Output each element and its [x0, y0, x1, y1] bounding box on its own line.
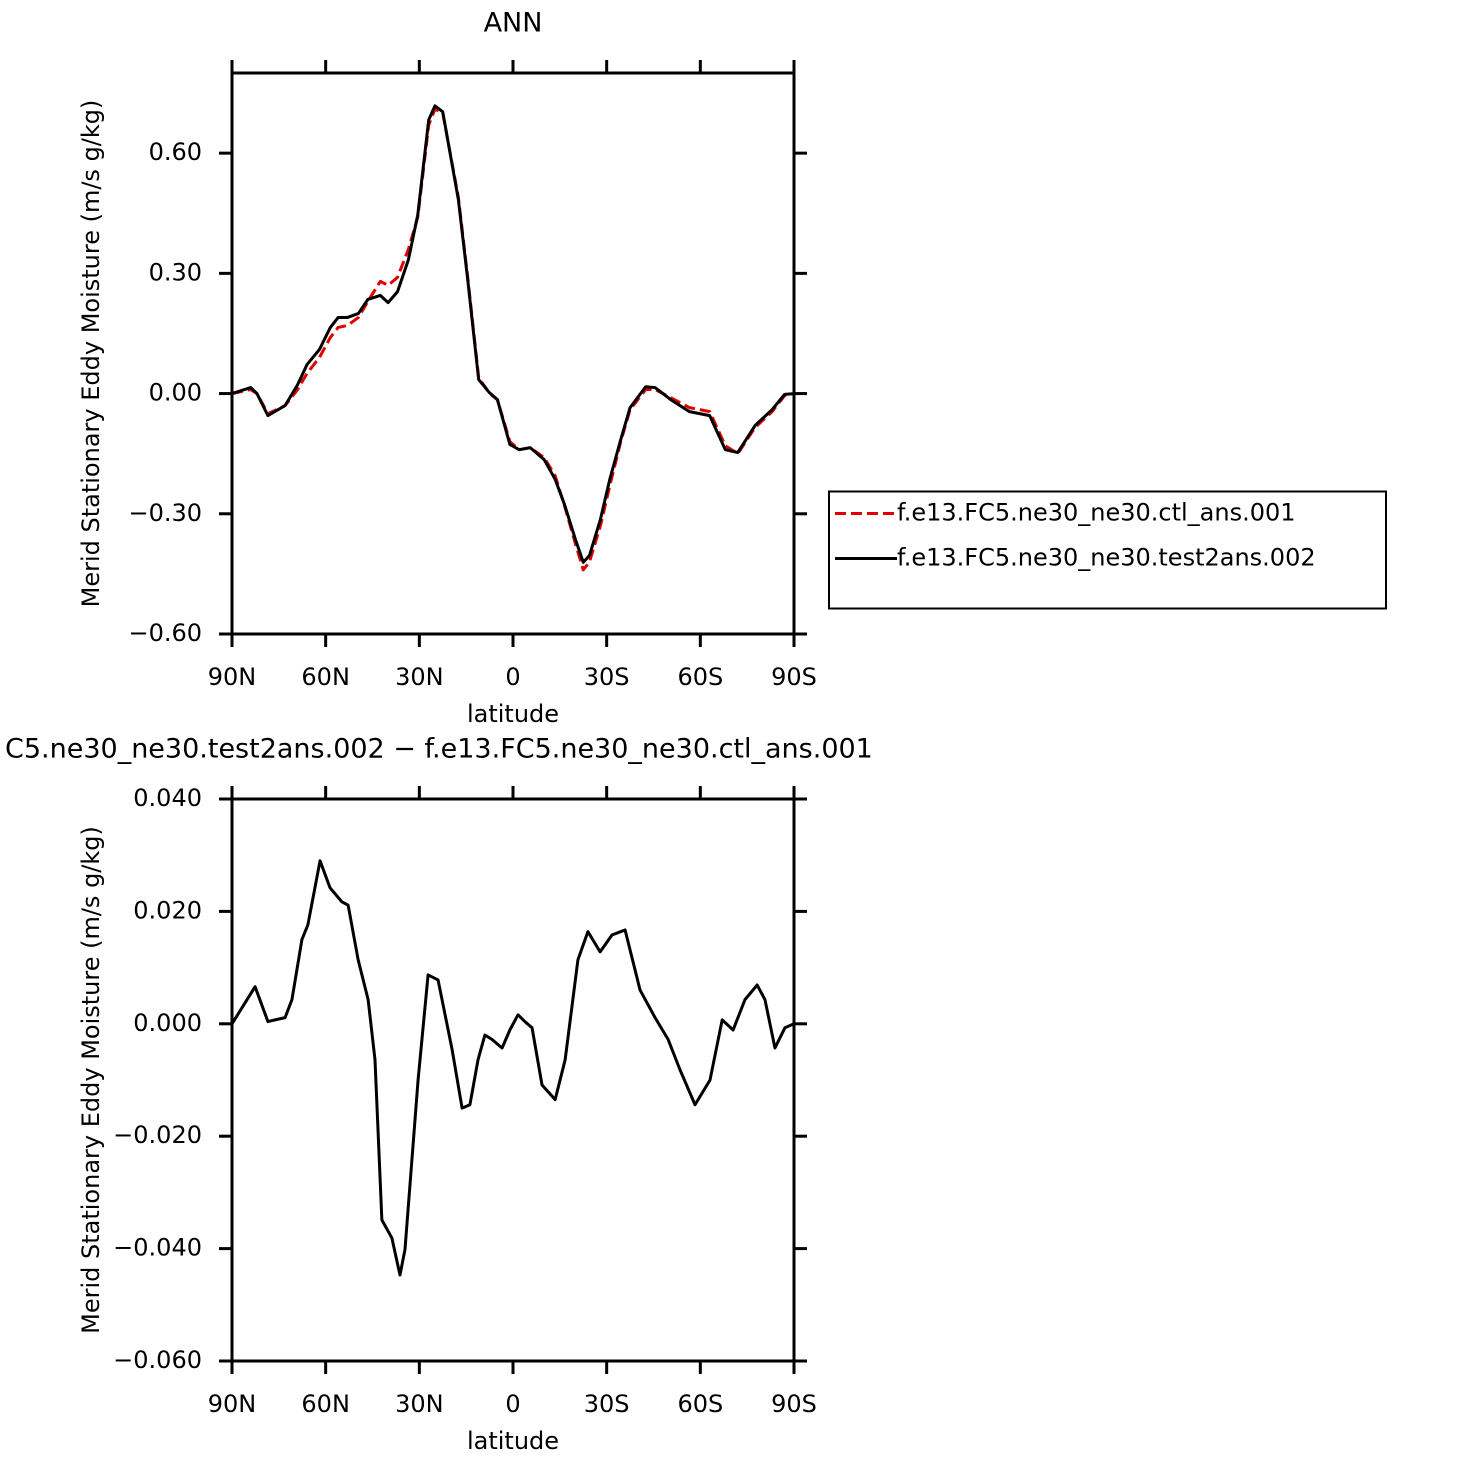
y-tick-label: 0.040 [133, 784, 202, 812]
x-tick-label: 90S [771, 1390, 817, 1418]
x-tick-label: 60N [301, 663, 350, 691]
y-tick-label: −0.30 [128, 499, 202, 527]
legend-box [828, 490, 1387, 610]
x-tick-label: 30S [584, 663, 630, 691]
x-tick-label: 60N [301, 1390, 350, 1418]
series-line [231, 107, 795, 572]
y-axis-label: Merid Stationary Eddy Moisture (m/s g/kg… [77, 100, 105, 608]
x-tick-label: 60S [677, 1390, 723, 1418]
y-tick-label: −0.040 [113, 1234, 202, 1262]
x-tick-label: 0 [505, 1390, 520, 1418]
x-tick-label: 60S [677, 663, 723, 691]
legend-label: f.e13.FC5.ne30_ne30.ctl_ans.001 [897, 499, 1296, 527]
chart-title: C5.ne30_ne30.test2ans.002 − f.e13.FC5.ne… [5, 734, 873, 765]
y-tick-label: 0.000 [133, 1009, 202, 1037]
x-tick-label: 90N [208, 663, 257, 691]
series-line [231, 104, 795, 564]
y-tick-label: −0.020 [113, 1121, 202, 1149]
x-tick-label: 30N [395, 1390, 444, 1418]
y-tick-label: −0.60 [128, 619, 202, 647]
y-tick-label: −0.060 [113, 1346, 202, 1374]
series-line [230, 859, 795, 1277]
legend-label: f.e13.FC5.ne30_ne30.test2ans.002 [897, 544, 1316, 572]
y-tick-label: 0.60 [149, 138, 202, 166]
y-tick-label: 0.00 [149, 379, 202, 407]
x-tick-label: 30N [395, 663, 444, 691]
y-tick-label: 0.30 [149, 258, 202, 286]
x-tick-label: 90S [771, 663, 817, 691]
chart-title: ANN [484, 8, 543, 39]
x-tick-label: 30S [584, 1390, 630, 1418]
x-axis-label: latitude [467, 700, 559, 728]
x-axis-label: latitude [467, 1427, 559, 1455]
y-tick-label: 0.020 [133, 896, 202, 924]
x-tick-label: 90N [208, 1390, 257, 1418]
x-tick-label: 0 [505, 663, 520, 691]
y-axis-label: Merid Stationary Eddy Moisture (m/s g/kg… [77, 826, 105, 1334]
